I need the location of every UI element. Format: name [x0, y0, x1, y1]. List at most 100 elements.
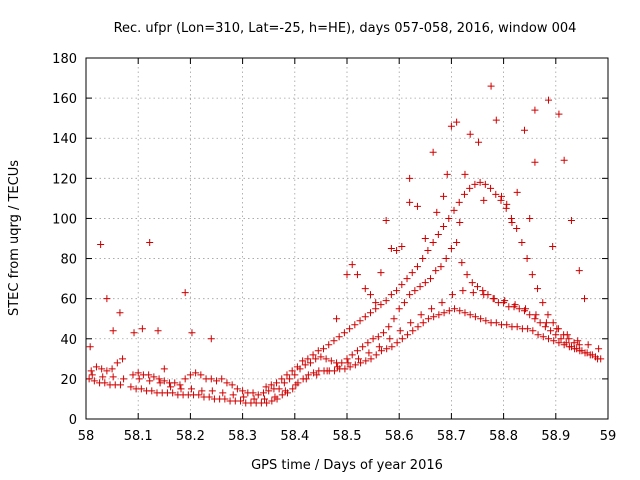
data-point — [323, 367, 331, 375]
data-point — [197, 371, 205, 379]
data-point — [575, 341, 583, 349]
data-point — [386, 335, 394, 343]
data-point — [375, 343, 383, 351]
data-point — [463, 271, 471, 279]
data-point — [254, 391, 262, 399]
data-point — [526, 311, 534, 319]
data-point — [406, 291, 414, 299]
x-tick-label: 58.8 — [489, 429, 518, 444]
data-point — [466, 130, 474, 138]
data-point — [554, 325, 562, 333]
data-point — [346, 325, 354, 333]
data-point — [427, 275, 435, 283]
data-point — [534, 285, 542, 293]
data-point — [440, 222, 448, 230]
data-point — [460, 190, 468, 198]
data-point — [555, 339, 563, 347]
data-point — [382, 216, 390, 224]
data-point — [306, 359, 314, 367]
data-point — [145, 371, 153, 379]
data-point — [560, 331, 568, 339]
data-point — [265, 387, 273, 395]
data-point — [291, 371, 299, 379]
data-point — [146, 239, 154, 247]
y-tick-label: 100 — [52, 212, 77, 227]
data-point — [539, 333, 547, 341]
data-point — [177, 385, 185, 393]
data-point — [289, 385, 297, 393]
x-tick-label: 58.3 — [228, 429, 257, 444]
data-point — [380, 329, 388, 337]
data-point — [366, 309, 374, 317]
x-tick-label: 58.5 — [333, 429, 362, 444]
data-point — [130, 329, 138, 337]
data-point — [171, 379, 179, 387]
data-point — [450, 206, 458, 214]
data-point — [393, 247, 401, 255]
data-point — [487, 184, 495, 192]
data-point — [385, 323, 393, 331]
data-point — [299, 357, 307, 365]
data-point — [351, 361, 359, 369]
data-point — [327, 357, 335, 365]
data-point — [169, 389, 177, 397]
data-point — [366, 291, 374, 299]
data-point — [160, 365, 168, 373]
data-point — [502, 204, 510, 212]
data-point — [382, 297, 390, 305]
data-point — [333, 315, 341, 323]
data-point — [167, 383, 175, 391]
data-point — [354, 355, 362, 363]
data-point — [357, 359, 365, 367]
data-point — [406, 198, 414, 206]
data-point — [330, 337, 338, 345]
data-point — [492, 116, 500, 124]
data-point — [393, 287, 401, 295]
data-point — [453, 239, 461, 247]
data-point — [283, 371, 291, 379]
data-point — [518, 239, 526, 247]
data-point — [565, 335, 573, 343]
data-point — [411, 287, 419, 295]
data-point — [432, 267, 440, 275]
data-point — [565, 343, 573, 351]
data-point — [503, 200, 511, 208]
y-tick-label: 20 — [60, 373, 77, 388]
data-point — [103, 367, 111, 375]
data-point — [549, 319, 557, 327]
data-point — [581, 349, 589, 357]
data-point — [208, 387, 216, 395]
data-point — [531, 315, 539, 323]
data-point — [513, 323, 521, 331]
data-point — [421, 235, 429, 242]
data-point — [273, 379, 281, 387]
data-point — [409, 327, 417, 335]
data-point — [424, 315, 432, 323]
data-point — [544, 96, 552, 104]
data-point — [335, 333, 343, 341]
data-point — [515, 305, 523, 313]
data-point — [150, 373, 158, 381]
data-point — [348, 351, 356, 359]
data-point — [448, 291, 456, 299]
data-point — [480, 291, 488, 299]
data-point — [398, 335, 406, 343]
chart-title: Rec. ufpr (Lon=310, Lat=-25, h=HE), days… — [114, 21, 577, 36]
data-point — [461, 309, 469, 317]
data-point — [526, 214, 534, 222]
data-point — [429, 239, 437, 247]
data-point — [330, 367, 338, 375]
data-points — [85, 82, 605, 407]
data-point — [148, 387, 156, 395]
axis-ticks — [85, 57, 609, 420]
y-tick-label: 60 — [60, 293, 77, 308]
data-point — [221, 395, 229, 403]
data-point — [536, 319, 544, 327]
data-point — [343, 271, 351, 279]
data-point — [586, 351, 594, 359]
data-point — [560, 156, 568, 164]
data-point — [129, 371, 137, 379]
data-point — [395, 305, 403, 313]
data-point — [365, 349, 373, 357]
data-point — [353, 347, 361, 355]
